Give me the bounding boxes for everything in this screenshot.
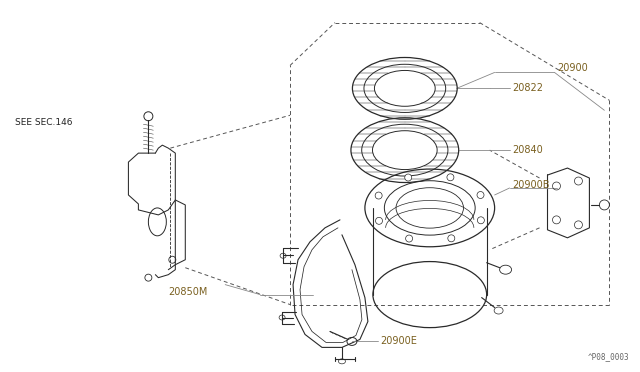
- Text: SEE SEC.146: SEE SEC.146: [15, 118, 72, 127]
- Ellipse shape: [404, 174, 412, 181]
- Text: 20840: 20840: [513, 145, 543, 155]
- Ellipse shape: [448, 235, 455, 242]
- Text: 20850M: 20850M: [168, 286, 208, 296]
- Ellipse shape: [477, 192, 484, 199]
- Text: 20900E: 20900E: [380, 336, 417, 346]
- Ellipse shape: [375, 192, 382, 199]
- Text: ^P08_0003: ^P08_0003: [588, 352, 629, 361]
- Ellipse shape: [376, 217, 383, 224]
- Ellipse shape: [477, 217, 484, 224]
- Text: 20900B: 20900B: [513, 180, 550, 190]
- Ellipse shape: [494, 307, 503, 314]
- Text: 20900: 20900: [557, 64, 588, 73]
- Text: 20822: 20822: [513, 83, 543, 93]
- Ellipse shape: [447, 174, 454, 181]
- Ellipse shape: [406, 235, 413, 242]
